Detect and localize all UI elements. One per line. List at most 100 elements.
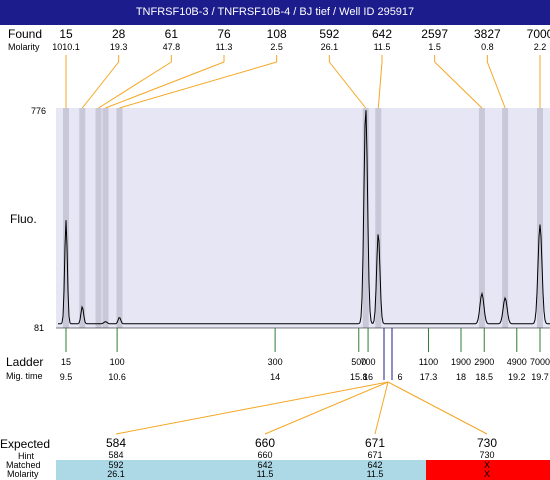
found-connector [81, 61, 120, 109]
found-molarity: 47.8 [162, 42, 181, 52]
peak-band [95, 108, 102, 328]
peak-band [537, 108, 543, 328]
ladder-time: 18.5 [475, 372, 493, 382]
fluorescence-trace [58, 110, 550, 325]
expected-size: 584 [105, 436, 127, 450]
mig-time-label: Mig. time [6, 371, 43, 381]
found-label: Found [8, 27, 43, 41]
found-size: 76 [217, 27, 231, 41]
found-connector [119, 61, 277, 109]
found-size: 2597 [421, 27, 449, 41]
molarity-label: Molarity [8, 42, 40, 52]
expected-connectors [115, 381, 488, 435]
ladder-size: 700 [360, 357, 376, 367]
peak-bands [63, 108, 543, 328]
found-size: 61 [164, 27, 179, 41]
peak-band [478, 108, 485, 328]
ladder-time: 16 [363, 372, 374, 382]
found-size: 642 [371, 27, 393, 41]
ladder-time: 17.3 [419, 372, 438, 382]
matched-value: 642 [257, 460, 273, 470]
hint-value: 660 [257, 450, 273, 460]
fluo-axis-label: Fluo. [10, 212, 37, 226]
matched-molarity: X [483, 469, 491, 479]
found-connector [105, 61, 225, 109]
ladder-size: 15 [60, 357, 72, 367]
found-connector [98, 61, 172, 109]
y-min-label: 81 [34, 323, 45, 333]
found-molarity: 1.5 [428, 42, 441, 52]
found-size: 7000 [526, 27, 550, 41]
matched-molarity: 11.5 [256, 469, 274, 479]
found-size: 592 [319, 27, 340, 41]
ladder-ticks [65, 328, 541, 380]
expected-connector [387, 381, 488, 435]
expected-connector [374, 381, 389, 435]
found-connector [486, 61, 506, 109]
hint-value: 671 [367, 450, 383, 460]
molarity-row-label: Molarity [7, 469, 39, 479]
peak-band [102, 108, 109, 328]
found-molarity: 2.5 [270, 42, 283, 52]
hint-value: 584 [108, 450, 124, 460]
expected-size: 671 [364, 436, 386, 450]
expected-size: 660 [254, 436, 276, 450]
missing-band [426, 460, 550, 480]
expected-label: Expected [0, 437, 51, 451]
expected-connector [115, 381, 389, 435]
peak-band [375, 108, 382, 328]
plot-area [56, 108, 550, 328]
ladder-time: 19.7 [531, 372, 549, 382]
ladder-size: 1900 [450, 357, 472, 367]
peak-band [362, 108, 369, 328]
ladder-time: 10.6 [108, 372, 126, 382]
found-molarity: 19.3 [109, 42, 128, 52]
found-molarity: 1010.1 [52, 42, 80, 52]
window-title: TNFRSF10B-3 / TNFRSF10B-4 / BJ tief / We… [0, 0, 550, 25]
matched-label: Matched [6, 460, 41, 470]
found-molarity: 2.2 [533, 42, 547, 52]
peak-band [116, 108, 123, 328]
ladder-size: 100 [109, 357, 125, 367]
hint-value: 730 [479, 450, 495, 460]
matched-molarity: 26.1 [107, 469, 125, 479]
peak-band [79, 108, 86, 328]
extra-time: 6 [397, 372, 403, 382]
ladder-time: 18 [455, 372, 467, 382]
y-max-label: 776 [31, 106, 47, 116]
found-connector [328, 61, 367, 109]
peak-band [502, 108, 509, 328]
found-size: 3827 [473, 27, 501, 41]
found-molarity: 0.8 [481, 42, 494, 52]
ladder-size: 4900 [506, 357, 527, 367]
found-connector [434, 61, 483, 109]
expected-size: 730 [476, 436, 498, 450]
found-connectors [65, 55, 541, 109]
ladder-label: Ladder [6, 355, 44, 369]
found-molarity: 11.5 [373, 42, 391, 52]
matched-band [56, 460, 426, 480]
ladder-size: 2900 [474, 357, 495, 367]
hint-label: Hint [18, 451, 35, 461]
found-size: 108 [266, 27, 287, 41]
ladder-size: 1100 [418, 357, 439, 367]
found-connector [377, 61, 383, 109]
ladder-time: 9.5 [59, 372, 73, 382]
ladder-size: 500 [351, 357, 367, 367]
matched-molarity: 11.5 [366, 469, 384, 479]
found-size: 28 [111, 27, 126, 41]
matched-value: 642 [367, 460, 383, 470]
ladder-size: 7000 [529, 357, 550, 367]
found-molarity: 26.1 [320, 42, 339, 52]
matched-value: 592 [108, 460, 124, 470]
ladder-time: 14 [270, 372, 281, 382]
ladder-time: 15.8 [349, 372, 368, 382]
peak-band [63, 108, 69, 328]
found-size: 15 [59, 27, 73, 41]
ladder-time: 19.2 [507, 372, 526, 382]
matched-value: X [483, 460, 491, 470]
expected-connector [264, 381, 389, 435]
found-molarity: 11.3 [215, 42, 233, 52]
ladder-size: 300 [267, 357, 283, 367]
